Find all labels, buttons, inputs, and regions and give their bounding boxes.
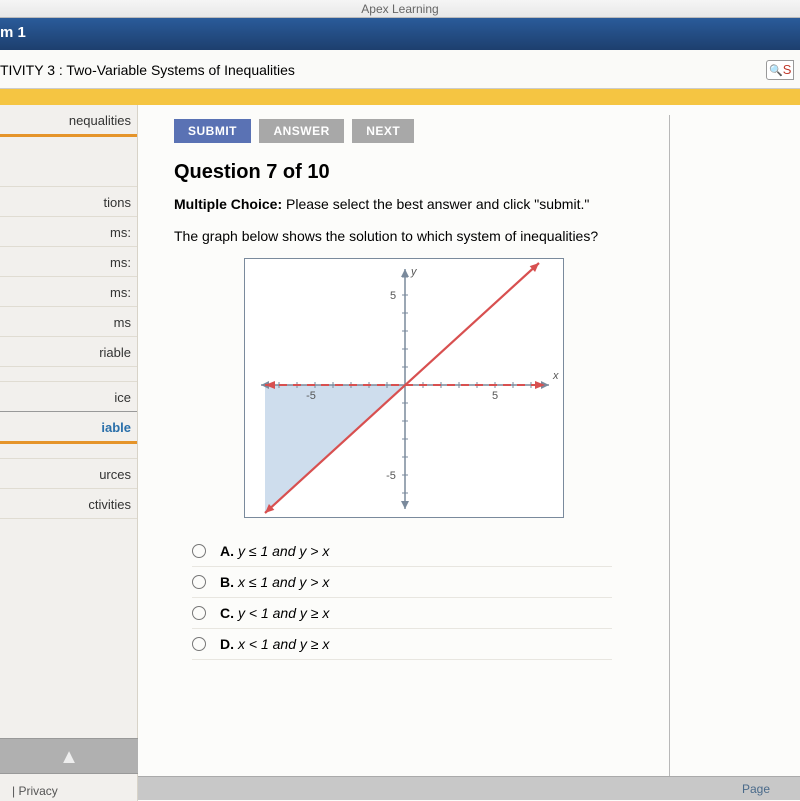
- next-button[interactable]: NEXT: [352, 119, 414, 143]
- sidebar-item-5[interactable]: ms:: [0, 277, 137, 307]
- graph-box: -5 5 5 -5 y x: [244, 258, 564, 518]
- page-label: Page: [742, 782, 770, 796]
- choice-B[interactable]: B. x ≤ 1 and y > x: [192, 567, 612, 598]
- prompt-rest: Please select the best answer and click …: [282, 196, 589, 212]
- button-row: SUBMIT ANSWER NEXT: [174, 119, 800, 143]
- yellow-strip: [0, 89, 800, 105]
- radio-1[interactable]: [192, 575, 206, 589]
- sidebar-item-3[interactable]: ms:: [0, 217, 137, 247]
- content-area: SUBMIT ANSWER NEXT Question 7 of 10 Mult…: [138, 105, 800, 801]
- question-prompt: Multiple Choice: Please select the best …: [174, 196, 800, 212]
- graph-wrap: -5 5 5 -5 y x: [244, 258, 800, 518]
- sidebar-item-4[interactable]: ms:: [0, 247, 137, 277]
- sidebar-up-arrow[interactable]: ▲: [0, 738, 138, 774]
- sidebar-item-10[interactable]: iable: [0, 412, 137, 444]
- submit-button[interactable]: SUBMIT: [174, 119, 251, 143]
- radio-2[interactable]: [192, 606, 206, 620]
- answer-button[interactable]: ANSWER: [259, 119, 343, 143]
- choice-letter: D.: [220, 636, 234, 652]
- sidebar-item-6[interactable]: ms: [0, 307, 137, 337]
- search-box[interactable]: 🔍S: [766, 60, 794, 80]
- sidebar-item-8[interactable]: [0, 367, 137, 382]
- choice-C[interactable]: C. y < 1 and y ≥ x: [192, 598, 612, 629]
- sidebar-item-13[interactable]: ctivities: [0, 489, 137, 519]
- radio-0[interactable]: [192, 544, 206, 558]
- browser-tab: m 1: [0, 18, 800, 50]
- choice-D[interactable]: D. x < 1 and y ≥ x: [192, 629, 612, 660]
- sidebar-item-0[interactable]: nequalities: [0, 105, 137, 137]
- sidebar-item-12[interactable]: urces: [0, 459, 137, 489]
- footer-bar: Page: [138, 776, 800, 800]
- radio-3[interactable]: [192, 637, 206, 651]
- choice-text: x ≤ 1 and y > x: [238, 574, 329, 590]
- privacy-link[interactable]: | Privacy: [12, 784, 58, 798]
- sidebar-item-11[interactable]: [0, 444, 137, 459]
- sidebar-item-1[interactable]: [0, 137, 137, 187]
- search-icon: 🔍: [769, 65, 783, 77]
- choice-text: y ≤ 1 and y > x: [238, 543, 329, 559]
- choices: A. y ≤ 1 and y > xB. x ≤ 1 and y > xC. y…: [192, 536, 800, 660]
- search-label: S: [783, 62, 792, 77]
- sidebar-item-2[interactable]: tions: [0, 187, 137, 217]
- choice-letter: C.: [220, 605, 234, 621]
- svg-text:-5: -5: [386, 470, 396, 482]
- svg-text:x: x: [552, 370, 559, 382]
- svg-text:5: 5: [492, 390, 498, 402]
- question-text: The graph below shows the solution to wh…: [174, 228, 800, 244]
- mac-titlebar: Apex Learning: [0, 0, 800, 18]
- choice-text: y < 1 and y ≥ x: [238, 605, 329, 621]
- choice-letter: B.: [220, 574, 234, 590]
- choice-text: x < 1 and y ≥ x: [238, 636, 329, 652]
- choice-A[interactable]: A. y ≤ 1 and y > x: [192, 536, 612, 567]
- breadcrumb-bar: TIVITY 3 : Two-Variable Systems of Inequ…: [0, 50, 800, 89]
- choice-letter: A.: [220, 543, 234, 559]
- breadcrumb: TIVITY 3 : Two-Variable Systems of Inequ…: [0, 62, 295, 78]
- svg-text:5: 5: [390, 290, 396, 302]
- sidebar-item-7[interactable]: riable: [0, 337, 137, 367]
- vertical-divider: [669, 115, 670, 795]
- sidebar-item-9[interactable]: ice: [0, 382, 137, 412]
- prompt-bold: Multiple Choice:: [174, 196, 282, 212]
- svg-text:y: y: [410, 266, 418, 278]
- sidebar: nequalitiestionsms:ms:ms:msriableiceiabl…: [0, 105, 138, 801]
- question-heading: Question 7 of 10: [174, 161, 800, 184]
- svg-text:-5: -5: [306, 390, 316, 402]
- graph-svg: -5 5 5 -5 y x: [245, 259, 565, 519]
